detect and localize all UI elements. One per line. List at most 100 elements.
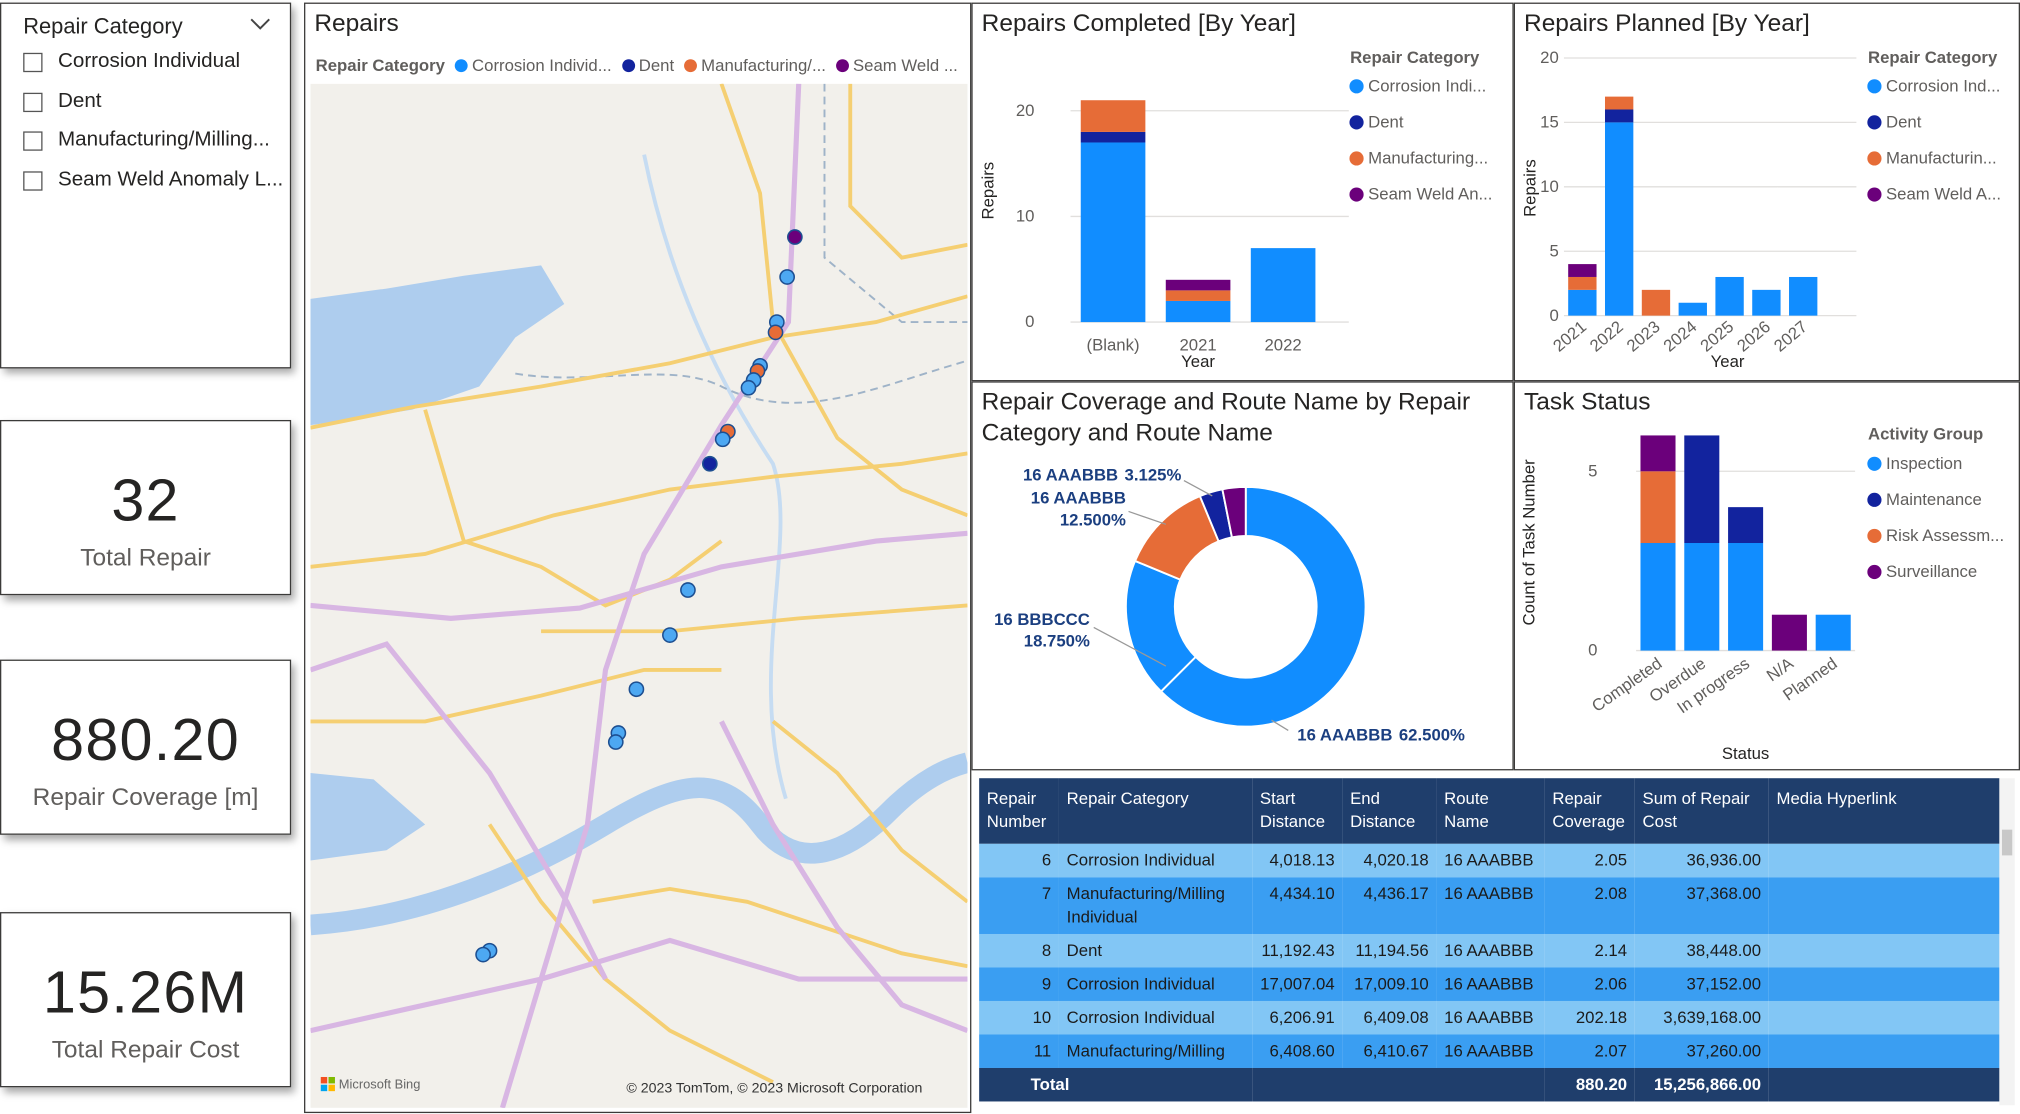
table-cell <box>1768 933 2000 968</box>
table-row: 10 Corrosion Individual 6,206.91 6,409.08 16… <box>979 1000 2000 1035</box>
location-dot[interactable] <box>767 324 784 341</box>
scrollbar[interactable] <box>1999 778 2015 1106</box>
legend-marker <box>1867 492 1882 507</box>
slicer-option[interactable]: Dent <box>23 90 102 113</box>
table-cell: 16 AAABBB <box>1436 1034 1545 1068</box>
scroll-thumb[interactable] <box>2001 829 2013 856</box>
map-legend: Repair Category Corrosion Individ... Dent… <box>316 55 958 74</box>
water <box>310 772 426 861</box>
table-cell: 17,009.10 <box>1342 967 1437 1001</box>
table-cell: 6 <box>979 843 1059 878</box>
x-tick-label: 2021 <box>1179 335 1216 354</box>
bar-segment <box>1771 614 1807 651</box>
table-cell: 11,192.43 <box>1252 933 1343 968</box>
label-category: 16 AAABBB <box>1297 726 1392 745</box>
bar-segment <box>1640 435 1676 472</box>
location-dot[interactable] <box>714 431 731 448</box>
legend-label: Seam Weld A... <box>1886 185 2001 204</box>
label-value: 12.500% <box>1060 511 1126 530</box>
option-label: Dent <box>57 90 102 113</box>
y-tick-label: 20 <box>1540 48 1559 67</box>
label-value: 3.125% <box>1125 466 1182 485</box>
legend-title: Activity Group <box>1868 424 1983 443</box>
location-dot[interactable] <box>680 582 696 598</box>
x-tick-label: 2023 <box>1623 317 1664 355</box>
location-dot[interactable] <box>662 627 678 643</box>
table-cell: 16 AAABBB <box>1436 967 1545 1001</box>
table-cell: 6,410.67 <box>1342 1034 1437 1068</box>
x-tick-label: 2025 <box>1697 317 1738 355</box>
legend-marker <box>1867 528 1882 544</box>
bar-segment <box>1728 543 1764 651</box>
location-dot[interactable] <box>779 269 795 285</box>
bar-segment <box>1165 290 1231 301</box>
y-tick-label: 10 <box>1016 207 1035 226</box>
table-cell: 11 <box>979 1034 1059 1068</box>
roads <box>310 83 968 1084</box>
table-row: 6 Corrosion Individual 4,018.13 4,020.18 16 … <box>979 843 2000 878</box>
x-axis-label: Year <box>1711 352 1745 371</box>
table-cell: 2.08 <box>1544 877 1635 934</box>
slicer-option[interactable]: Seam Weld Anomaly L... <box>23 169 283 192</box>
slicer-option[interactable]: Corrosion Individual <box>23 50 240 73</box>
x-tick-label: (Blank) <box>1087 335 1140 354</box>
x-axis-label: Year <box>1181 352 1215 371</box>
location-dot[interactable] <box>740 379 757 396</box>
label-value: 62.500% <box>1399 726 1465 745</box>
option-label: Corrosion Individual <box>57 50 241 73</box>
checkbox[interactable] <box>23 130 43 151</box>
legend-title: Repair Category <box>1868 48 1998 67</box>
chart: 051015202021202220232024202520262027Repa… <box>1521 48 2001 371</box>
location-dot[interactable] <box>607 734 624 750</box>
y-tick-label: 0 <box>1549 306 1558 325</box>
table-cell: 38,448.00 <box>1634 933 1769 968</box>
map-logo: Microsoft Bing <box>339 1077 421 1092</box>
legend-label: Seam Weld ... <box>852 55 958 75</box>
legend-title: Repair Category <box>1350 48 1480 67</box>
checkbox[interactable] <box>23 170 43 191</box>
bar-segment <box>1640 471 1676 544</box>
label-value: 18.750% <box>1024 632 1090 651</box>
boundary <box>823 83 968 324</box>
column-header: Media Hyperlink <box>1768 778 2000 844</box>
location-dot[interactable] <box>475 946 491 963</box>
table-cell: 16 AAABBB <box>1436 1000 1545 1035</box>
table: Repair Number Repair Category Start Distan… <box>979 778 2000 1102</box>
card-value: 32 <box>111 466 180 534</box>
bar-segment <box>1568 289 1597 316</box>
bar-segment <box>1684 543 1720 651</box>
location-dot[interactable] <box>701 455 718 472</box>
legend-label: Corrosion Indi... <box>1368 76 1486 95</box>
y-axis-label: Count of Task Number <box>1519 459 1538 626</box>
location-dot[interactable] <box>787 229 803 245</box>
card-label: Total Repair <box>80 544 211 572</box>
chart-title: Repairs Completed [By Year] <box>981 10 1296 38</box>
table-cell: Manufacturing/Milling Individual <box>1058 877 1253 934</box>
data-label: 16 BBBCCC 18.750% <box>994 610 1090 651</box>
legend-marker <box>1349 79 1364 94</box>
y-tick-label: 5 <box>1588 461 1597 480</box>
kpi-card: 32 Total Repair <box>0 419 292 596</box>
table-row: 11 Manufacturing/Milling 6,408.60 6,410.67 1… <box>979 1034 2000 1068</box>
checkbox[interactable] <box>23 52 43 72</box>
table-cell: 4,436.17 <box>1342 877 1437 934</box>
table-cell: 11,194.56 <box>1342 933 1437 968</box>
table-cell <box>1252 1067 1545 1102</box>
table-cell <box>1768 967 2000 1001</box>
checkbox[interactable] <box>23 92 43 112</box>
legend-label: Inspection <box>1886 454 1962 473</box>
table-cell: 10 <box>979 1000 1059 1035</box>
bar-segment <box>1080 131 1146 143</box>
slicer-option[interactable]: Manufacturing/Milling... <box>23 129 270 152</box>
table-cell: Dent <box>1058 933 1253 968</box>
slicer: Repair Category Corrosion Individual Den… <box>0 2 292 369</box>
data-label: 16 AAABBB 12.500% <box>1031 489 1126 530</box>
map-land <box>310 83 968 1108</box>
legend-marker <box>1867 79 1882 94</box>
location-dot[interactable] <box>628 681 645 698</box>
table-cell: Corrosion Individual <box>1058 967 1253 1001</box>
kpi-card: 880.20 Repair Coverage [m] <box>0 659 292 835</box>
bar-segment <box>1604 96 1634 110</box>
map[interactable]: Microsoft Bing © 2023 TomTom, © 2023 Mic… <box>310 83 968 1108</box>
chevron[interactable] <box>250 18 271 31</box>
